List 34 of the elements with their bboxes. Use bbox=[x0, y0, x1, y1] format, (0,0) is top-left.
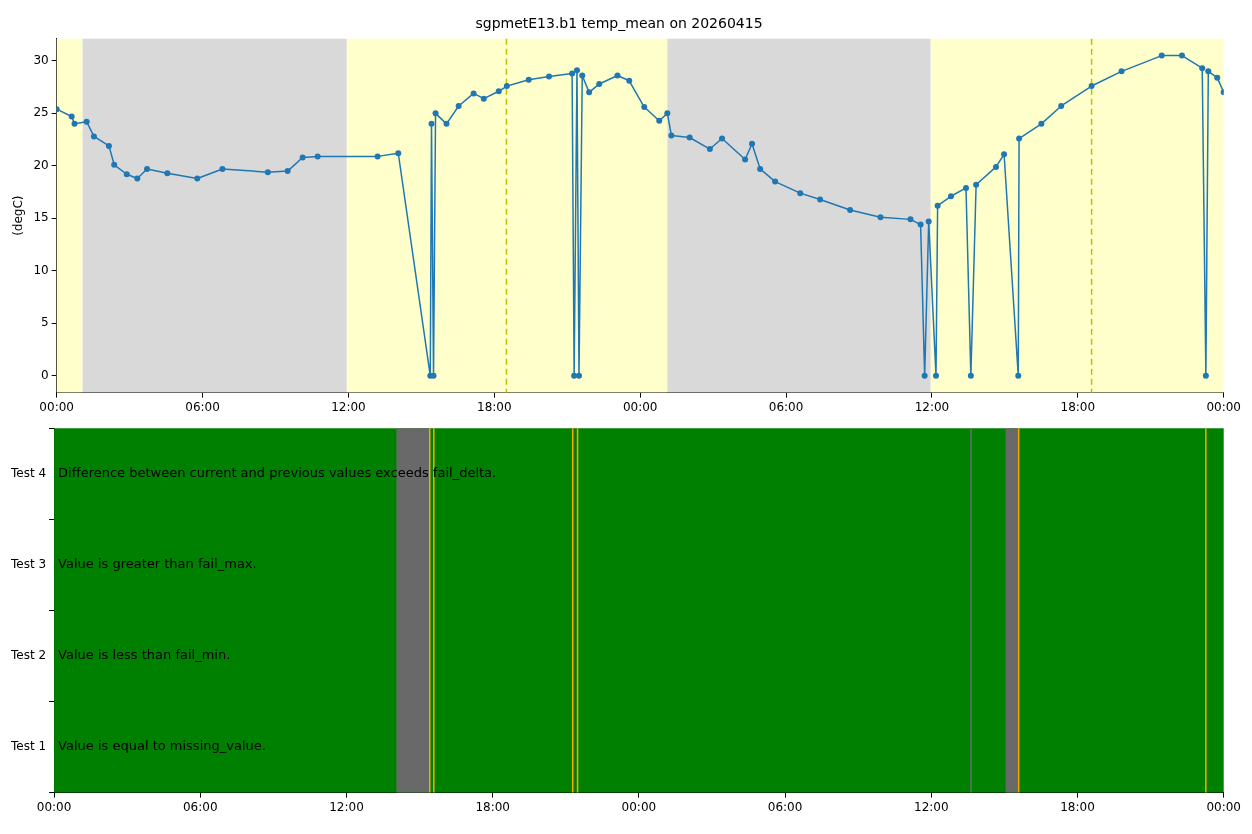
y-tick-label: 20 bbox=[33, 157, 49, 172]
y-tick-label: Test 4 bbox=[9, 465, 47, 480]
x-tick-label: 18:00 bbox=[477, 399, 512, 414]
x-tick-label: 12:00 bbox=[329, 799, 364, 814]
chart-title: sgpmetE13.b1 temp_mean on 20260415 bbox=[475, 15, 763, 32]
x-tick-label: 00:00 bbox=[621, 799, 657, 814]
y-tick-label: 25 bbox=[33, 105, 49, 120]
y-tick-label: 5 bbox=[41, 315, 49, 330]
x-tick-label: 12:00 bbox=[914, 799, 949, 814]
x-tick-label: 00:00 bbox=[39, 399, 74, 414]
y-tick-label: 10 bbox=[33, 262, 49, 277]
x-tick-label: 06:00 bbox=[767, 799, 803, 814]
x-tick-label: 18:00 bbox=[1060, 399, 1096, 414]
x-tick-label: 12:00 bbox=[331, 399, 366, 414]
annotation: Value is less than fail_min. bbox=[58, 647, 231, 663]
x-tick-label: 18:00 bbox=[1060, 799, 1095, 814]
x-tick-label: 00:00 bbox=[1206, 799, 1242, 814]
x-tick-label: 06:00 bbox=[182, 799, 218, 814]
annotation: Value is greater than fail_max. bbox=[58, 556, 257, 572]
x-tick-label: 06:00 bbox=[768, 399, 804, 414]
y-tick-label: 30 bbox=[33, 52, 49, 67]
x-tick-label: 00:00 bbox=[1206, 399, 1242, 414]
y-tick-label: 15 bbox=[33, 210, 49, 225]
x-tick-label: 12:00 bbox=[914, 399, 950, 414]
annotation: Value is equal to missing_value. bbox=[58, 738, 266, 754]
x-tick-label: 00:00 bbox=[622, 399, 658, 414]
x-tick-label: 06:00 bbox=[185, 399, 220, 414]
x-tick-label: 18:00 bbox=[475, 799, 510, 814]
y-tick-label: Test 2 bbox=[9, 648, 47, 663]
x-tick-label: 00:00 bbox=[36, 799, 72, 814]
y-axis-title: (degC) bbox=[11, 195, 26, 236]
y-tick-label: Test 1 bbox=[9, 739, 47, 754]
y-tick-label: Test 3 bbox=[9, 556, 47, 571]
y-tick-label: 0 bbox=[41, 367, 49, 382]
